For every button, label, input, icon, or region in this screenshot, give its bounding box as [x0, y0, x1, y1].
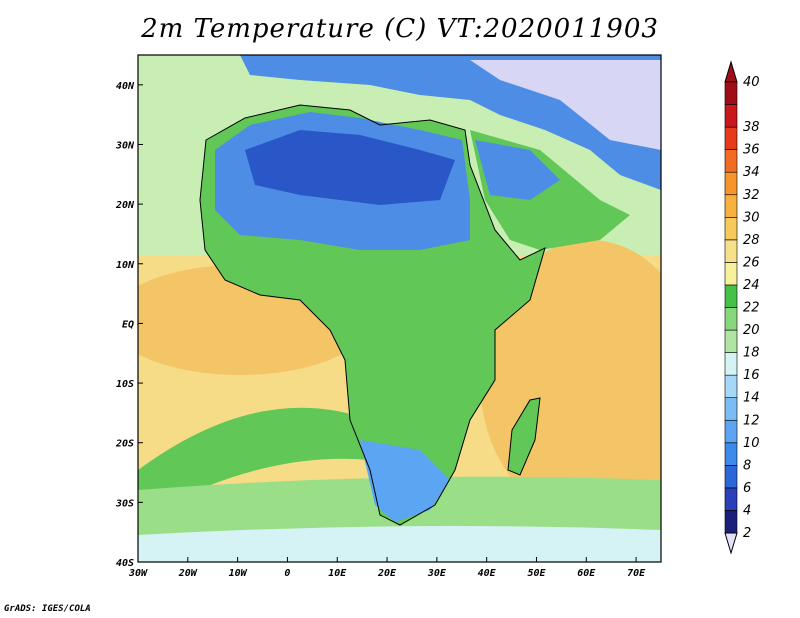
colorbar-segment — [724, 510, 738, 534]
lon-tick-label: 60E — [577, 568, 596, 579]
madagascar-coastline — [507, 397, 541, 476]
grads-credit: GrADS: IGES/COLA — [4, 604, 91, 614]
lon-tick-label: 20E — [377, 568, 397, 579]
arabia-cool-zone — [475, 140, 560, 200]
lat-tick-label: 40N — [116, 81, 135, 92]
colorbar-label: 2 — [743, 526, 751, 541]
colorbar-segment — [724, 171, 738, 196]
madagascar — [508, 398, 540, 475]
colorbar-segment — [724, 126, 738, 150]
colorbar-label: 30 — [743, 210, 760, 225]
colorbar-label: 32 — [743, 188, 760, 203]
colorbar-label: 14 — [743, 391, 760, 406]
colorbar-min-arrow — [724, 532, 738, 555]
colorbar-label: 10 — [743, 436, 760, 451]
lon-tick-label: 40E — [478, 568, 497, 579]
colorbar-label: 36 — [743, 143, 760, 158]
lon-tick-label: 0 — [284, 568, 290, 579]
lon-tick-label: 30W — [128, 568, 148, 579]
colorbar-label: 38 — [743, 120, 760, 135]
colorbar-label: 22 — [743, 301, 760, 316]
lat-tick-label: 30N — [115, 140, 135, 151]
coastline — [199, 104, 546, 526]
colorbar-label: 26 — [743, 255, 760, 270]
lat-tick-label: 40S — [116, 558, 134, 569]
colorbar-label: 34 — [743, 165, 760, 180]
map-title: 2m Temperature (C) VT:2020011903 — [141, 14, 659, 44]
colorbar-segment — [724, 352, 738, 376]
colorbar-label: 6 — [743, 481, 751, 496]
colorbar-segment — [724, 149, 738, 173]
colorbar-segment — [724, 465, 738, 489]
colorbar-segment — [724, 329, 738, 353]
colorbar-label: 28 — [743, 233, 760, 248]
latitude-axis: 40S 30S 20S 10S EQ 10N 20N 30N 40N — [115, 81, 143, 569]
colorbar-segment — [724, 262, 738, 286]
lon-tick-label: 30E — [427, 568, 447, 579]
lat-tick-label: 20N — [115, 200, 135, 211]
lon-tick-label: 50E — [527, 568, 546, 579]
lat-tick-label: 20S — [115, 439, 134, 450]
snow-region — [470, 60, 661, 150]
longitude-axis: 30W 20W 10W 0 10E 20E 30E 40E 50E 60E 70E — [128, 557, 646, 579]
colorbar-segment — [724, 217, 738, 241]
lon-tick-label: 10E — [328, 568, 347, 579]
lon-tick-label: 10W — [229, 568, 248, 579]
lat-tick-label: EQ — [122, 319, 134, 330]
colorbar-segment — [724, 419, 738, 444]
colorbar-label: 8 — [743, 458, 751, 473]
colorbar-segment — [724, 81, 738, 105]
colorbar-segment — [724, 374, 738, 398]
plot-frame — [137, 54, 662, 563]
colorbar-segment — [724, 239, 738, 263]
colorbar-label: 4 — [743, 503, 751, 518]
south-atlantic-green-band — [138, 407, 370, 520]
southern-ocean-cool — [138, 526, 661, 562]
colorbar-label: 20 — [743, 323, 760, 338]
colorbar-label: 12 — [743, 413, 760, 428]
lat-tick-label: 10S — [116, 379, 134, 390]
colorbar-segment — [724, 487, 738, 511]
colorbar-segment — [724, 442, 738, 466]
lat-tick-label: 30S — [115, 498, 134, 509]
sahara-cold-zone — [245, 130, 455, 205]
lon-tick-label: 70E — [627, 568, 646, 579]
colorbar-label: 16 — [743, 368, 760, 383]
colorbar-segment — [724, 397, 738, 421]
colorbar-segment — [724, 307, 738, 331]
colorbar-segment — [724, 284, 738, 308]
colorbar-label: 18 — [743, 346, 760, 361]
colorbar-segment — [724, 104, 738, 128]
colorbar-max-arrow — [724, 60, 738, 83]
colorbar-label: 24 — [743, 278, 760, 293]
colorbar-label: 40 — [743, 75, 760, 90]
southern-africa-cool-zone — [360, 440, 450, 522]
map-plot-area — [138, 55, 661, 562]
lon-tick-label: 20W — [178, 568, 198, 579]
colorbar-segment — [724, 194, 738, 218]
lat-tick-label: 10N — [116, 260, 135, 271]
